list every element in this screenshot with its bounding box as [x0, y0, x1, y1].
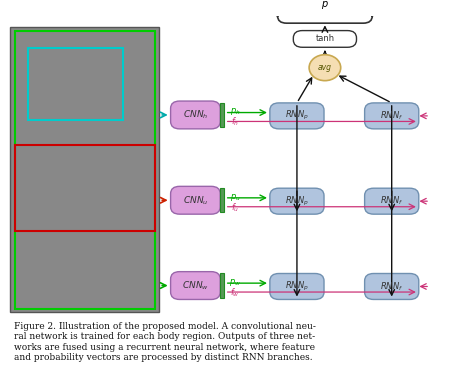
Text: $RNN_p$: $RNN_p$: [285, 280, 309, 293]
Text: $CNN_h$: $CNN_h$: [183, 109, 208, 121]
Circle shape: [309, 55, 340, 81]
Bar: [15, 31, 155, 309]
Bar: [29, 48, 123, 120]
Text: $f_u$: $f_u$: [231, 201, 239, 214]
Text: tanh: tanh: [316, 35, 335, 43]
Text: $CNN_w$: $CNN_w$: [182, 279, 209, 292]
FancyBboxPatch shape: [277, 9, 372, 23]
FancyBboxPatch shape: [365, 274, 419, 300]
FancyBboxPatch shape: [171, 101, 220, 129]
Text: $f_h$: $f_h$: [231, 116, 239, 128]
Text: $p_w$: $p_w$: [229, 277, 241, 288]
Text: $p$: $p$: [321, 0, 329, 11]
Bar: [220, 103, 224, 127]
FancyBboxPatch shape: [270, 103, 324, 129]
Text: $CNN_u$: $CNN_u$: [183, 194, 208, 206]
FancyBboxPatch shape: [293, 31, 356, 47]
FancyBboxPatch shape: [270, 274, 324, 300]
Text: Figure 2. Illustration of the proposed model. A convolutional neu-
ral network i: Figure 2. Illustration of the proposed m…: [14, 322, 316, 362]
Text: $RNN_f$: $RNN_f$: [380, 195, 403, 208]
Bar: [15, 145, 155, 231]
Text: $RNN_f$: $RNN_f$: [380, 280, 403, 293]
FancyBboxPatch shape: [270, 188, 324, 214]
Bar: [220, 274, 224, 298]
Text: $p_u$: $p_u$: [230, 192, 241, 203]
FancyBboxPatch shape: [10, 27, 159, 312]
Text: $RNN_p$: $RNN_p$: [285, 195, 309, 208]
Text: avg: avg: [318, 63, 332, 72]
FancyBboxPatch shape: [171, 186, 220, 214]
FancyBboxPatch shape: [365, 103, 419, 129]
FancyBboxPatch shape: [171, 272, 220, 300]
Bar: [220, 188, 224, 212]
Text: $p_h$: $p_h$: [230, 106, 241, 118]
Text: $RNN_p$: $RNN_p$: [285, 109, 309, 123]
Text: $RNN_f$: $RNN_f$: [380, 110, 403, 122]
Text: $f_w$: $f_w$: [230, 286, 240, 299]
FancyBboxPatch shape: [365, 188, 419, 214]
